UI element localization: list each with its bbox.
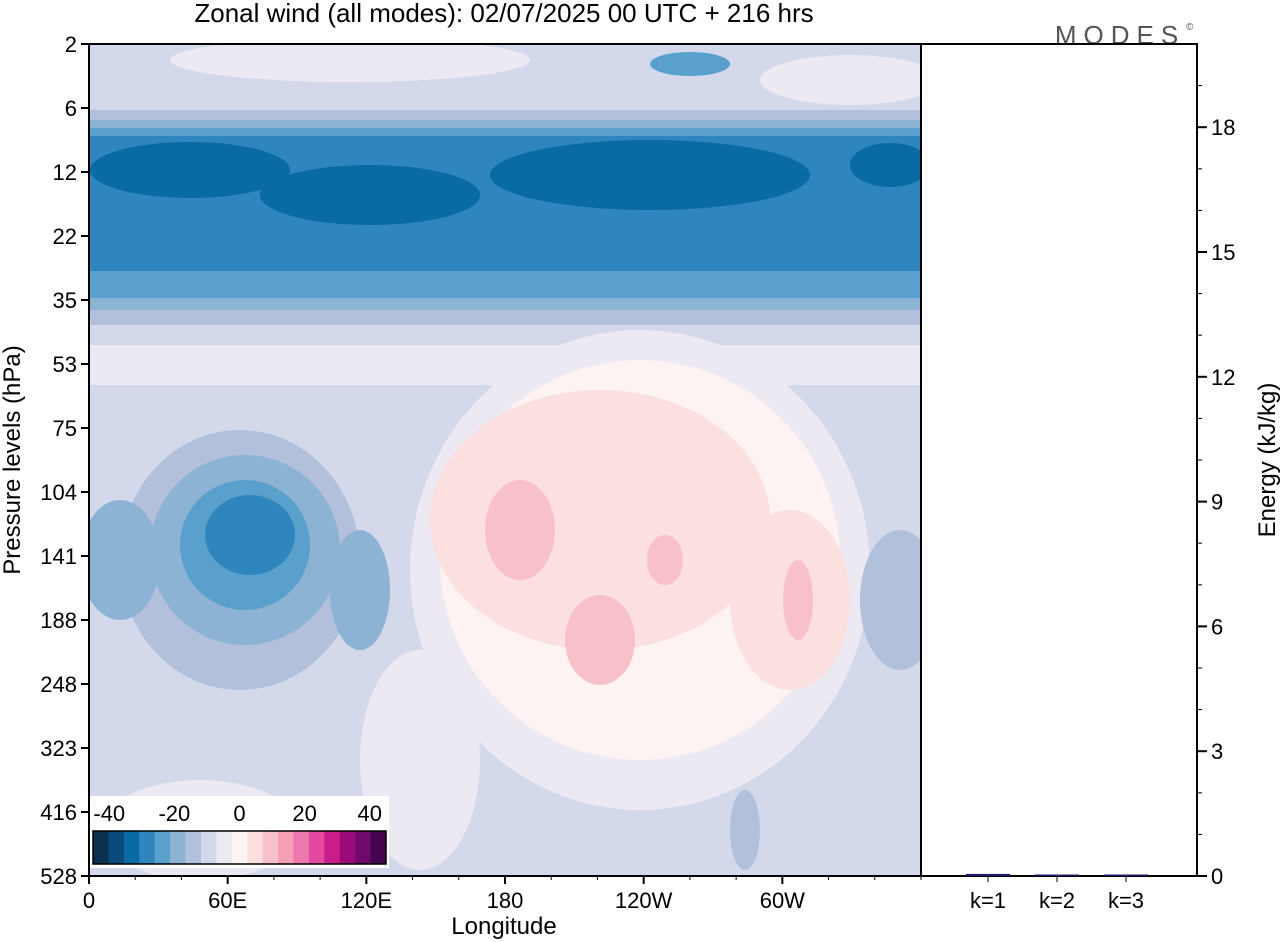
- wind-field: [89, 44, 921, 876]
- y-tick-label: 248: [40, 672, 77, 697]
- y-tick-label: 12: [53, 160, 77, 185]
- x-tick-label: 60W: [760, 888, 805, 913]
- energy-bar: [1104, 874, 1148, 876]
- colorbar-swatch: [355, 831, 372, 864]
- x-axis: 0 60E 120E 180 120W 60W: [83, 876, 922, 913]
- y-tick-label: 75: [53, 416, 77, 441]
- colorbar-swatch: [231, 831, 248, 864]
- heatmap-panel: 0 60E 120E 180 120W 60W 2 6 12 22 35 53 75 104 141 188…: [0, 32, 922, 940]
- x-tick-label: 120E: [341, 888, 392, 913]
- energy-x-label: k=2: [1039, 888, 1075, 913]
- y-tick-label: 35: [53, 288, 77, 313]
- x-tick-label: 180: [487, 888, 524, 913]
- y-tick-label: 323: [40, 736, 77, 761]
- colorbar-swatch: [262, 831, 279, 864]
- energy-x-axis: k=1 k=2 k=3: [970, 876, 1144, 913]
- y-tick-label: 104: [40, 480, 77, 505]
- x-axis-label: Longitude: [451, 913, 556, 940]
- energy-tick-label: 18: [1211, 115, 1235, 140]
- energy-tick-label: 9: [1211, 490, 1223, 515]
- y-tick-label: 2: [65, 32, 77, 57]
- colorbar: -40 -20 0 20 40: [90, 796, 389, 868]
- colorbar-swatch: [154, 831, 171, 864]
- colorbar-swatch: [170, 831, 187, 864]
- y-tick-label: 528: [40, 864, 77, 889]
- y-tick-label: 416: [40, 800, 77, 825]
- colorbar-swatch: [185, 831, 202, 864]
- colorbar-swatch: [216, 831, 233, 864]
- energy-tick-label: 15: [1211, 240, 1235, 265]
- colorbar-label: -20: [158, 801, 190, 826]
- energy-bars: [966, 873, 1148, 876]
- colorbar-swatch: [370, 831, 387, 864]
- energy-bar: [1035, 874, 1079, 876]
- colorbar-swatch: [293, 831, 310, 864]
- colorbar-swatch: [139, 831, 156, 864]
- energy-x-label: k=3: [1108, 888, 1144, 913]
- energy-axis-label: Energy (kJ/kg): [1254, 383, 1280, 538]
- x-tick-label: 0: [83, 888, 95, 913]
- colorbar-frame: [92, 830, 387, 865]
- y-axis: 2 6 12 22 35 53 75 104 141 188 248 323 416 528: [40, 32, 89, 889]
- energy-tick-label: 12: [1211, 365, 1235, 390]
- energy-tick-label: 3: [1211, 739, 1223, 764]
- y-tick-label: 53: [53, 352, 77, 377]
- energy-tick-label: 6: [1211, 614, 1223, 639]
- colorbar-label: -40: [93, 801, 125, 826]
- energy-bar: [966, 873, 1010, 876]
- chart-title: Zonal wind (all modes): 02/07/2025 00 UT…: [194, 0, 813, 28]
- y-tick-label: 141: [40, 544, 77, 569]
- colorbar-swatch: [108, 831, 125, 864]
- y-tick-label: 22: [53, 224, 77, 249]
- colorbar-swatch: [93, 831, 109, 864]
- energy-y-axis: 0 3 6 9 12 15 18: [1197, 85, 1235, 889]
- colorbar-swatch: [339, 831, 356, 864]
- energy-panel: 0 3 6 9 12 15 18 k=1 k=2 k=3 Energy (kJ/kg): [920, 43, 1280, 913]
- x-tick-label: 60E: [208, 888, 247, 913]
- y-tick-label: 6: [65, 96, 77, 121]
- colorbar-swatch: [200, 831, 217, 864]
- energy-frame: [920, 43, 1198, 877]
- colorbar-label: 40: [357, 801, 381, 826]
- colorbar-label: 20: [292, 801, 316, 826]
- colorbar-swatch: [324, 831, 341, 864]
- x-tick-label: 120W: [615, 888, 673, 913]
- colorbar-swatch: [247, 831, 264, 864]
- y-axis-label: Pressure levels (hPa): [0, 345, 26, 574]
- colorbar-swatch: [308, 831, 325, 864]
- colorbar-swatch: [123, 831, 140, 864]
- energy-tick-label: 0: [1211, 864, 1223, 889]
- y-tick-label: 188: [40, 608, 77, 633]
- modes-logo-mark: ©: [1186, 22, 1194, 33]
- energy-x-label: k=1: [970, 888, 1006, 913]
- colorbar-swatch: [278, 831, 294, 864]
- colorbar-label: 0: [233, 801, 245, 826]
